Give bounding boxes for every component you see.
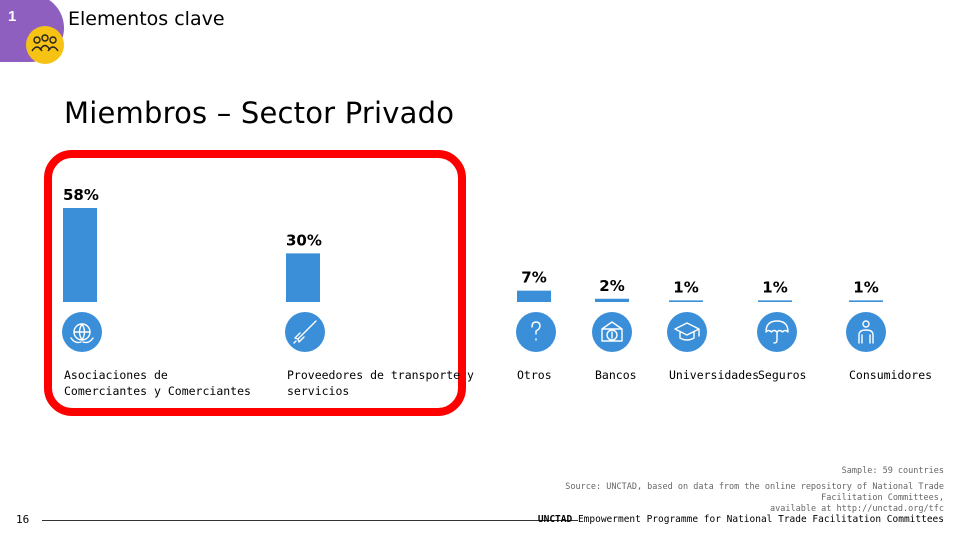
sample-note: Sample: 59 countries	[841, 466, 944, 476]
globe-hands-icon	[62, 312, 102, 352]
category-label-2: Proveedores de transporte y servicios	[287, 368, 474, 398]
footer-text: UNCTAD Empowerment Programme for Nationa…	[538, 514, 944, 525]
bar-7	[849, 300, 883, 302]
bar-6	[758, 300, 792, 302]
page-title: Miembros – Sector Privado	[64, 96, 455, 130]
person-icon	[846, 312, 886, 352]
value-label-4: 2%	[599, 277, 624, 295]
category-label-1: Asociaciones de Comerciantes y Comercian…	[64, 368, 251, 398]
value-label-1: 58%	[63, 186, 99, 204]
value-label-2: 30%	[286, 231, 322, 249]
section-title: Elementos clave	[68, 8, 225, 30]
section-number: 1	[8, 8, 17, 25]
value-label-5: 1%	[673, 278, 698, 296]
question-mark-icon	[516, 312, 556, 352]
umbrella-icon	[757, 312, 797, 352]
category-label-5: Universidades	[669, 368, 760, 382]
category-label-3: Otros	[517, 368, 552, 382]
highlight-frame	[44, 150, 466, 416]
graduation-cap-icon	[667, 312, 707, 352]
bank-money-icon	[592, 312, 632, 352]
category-label-6: Seguros	[758, 368, 807, 382]
bar-5	[669, 300, 703, 302]
value-label-3: 7%	[521, 269, 546, 287]
people-group-icon	[26, 26, 64, 64]
footer-rule	[42, 520, 578, 521]
footer-programme: Empowerment Programme for National Trade…	[572, 514, 944, 525]
value-label-7: 1%	[853, 278, 878, 296]
bar-4	[595, 298, 629, 302]
page-number: 16	[16, 513, 30, 526]
bar-2	[286, 253, 320, 302]
value-label-6: 1%	[762, 278, 787, 296]
source-line-2: available at http://unctad.org/tfc	[770, 504, 944, 514]
rocket-icon	[285, 312, 325, 352]
category-label-4: Bancos	[595, 368, 637, 382]
footer-brand: UNCTAD	[537, 514, 573, 525]
source-note: Source: UNCTAD, based on data from the o…	[514, 482, 944, 515]
bar-1	[63, 208, 97, 302]
bar-3	[517, 290, 551, 302]
source-line-1: Source: UNCTAD, based on data from the o…	[565, 482, 944, 503]
category-label-7: Consumidores	[849, 368, 933, 382]
